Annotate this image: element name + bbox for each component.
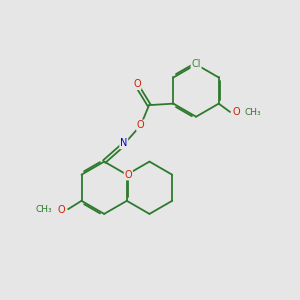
Text: O: O xyxy=(133,79,141,89)
Text: O: O xyxy=(58,205,65,215)
Text: Cl: Cl xyxy=(191,59,201,69)
Text: CH₃: CH₃ xyxy=(244,108,261,117)
Text: O: O xyxy=(124,170,132,180)
Text: O: O xyxy=(233,107,240,117)
Text: O: O xyxy=(137,120,145,130)
Text: N: N xyxy=(120,139,127,148)
Text: CH₃: CH₃ xyxy=(35,205,52,214)
